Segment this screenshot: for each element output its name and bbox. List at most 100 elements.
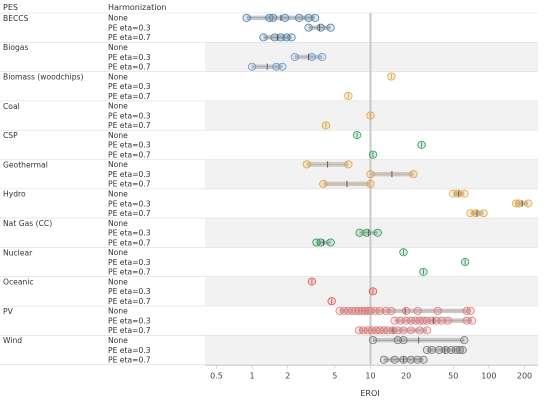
data-point-geothermal-0-1 bbox=[344, 160, 353, 169]
column-header-pes: PES bbox=[3, 3, 18, 12]
data-point-wind-2-3 bbox=[406, 355, 416, 364]
harmonization-label-oceanic-2: PE eta=0.7 bbox=[108, 297, 151, 306]
group-band-wind bbox=[205, 335, 538, 365]
data-point-pv-2-1 bbox=[359, 326, 368, 335]
data-point-beccs-0-5 bbox=[304, 13, 313, 22]
group-label-beccs: BECCS bbox=[3, 14, 29, 23]
data-point-wind-0-3 bbox=[460, 336, 469, 345]
harmonization-label-csp-1: PE eta=0.3 bbox=[108, 141, 151, 150]
harmonization-label-nuclear-0: None bbox=[108, 248, 128, 257]
x-tick-label-5: 20 bbox=[401, 372, 411, 381]
harmonization-label-geothermal-1: PE eta=0.3 bbox=[108, 170, 151, 179]
harmonization-label-coal-2: PE eta=0.7 bbox=[108, 121, 151, 130]
group-label-geothermal: Geothermal bbox=[3, 160, 48, 169]
x-axis: 0.5 1 2 5 10 20 50 100 200 bbox=[205, 365, 538, 381]
data-point-pv-1-0 bbox=[390, 316, 399, 325]
data-point-geothermal-2-0 bbox=[319, 179, 328, 188]
harmonization-label-wind-2: PE eta=0.7 bbox=[108, 356, 151, 365]
harmonization-label-beccs-0: None bbox=[108, 14, 128, 23]
data-point-wind-2-0 bbox=[379, 355, 389, 364]
harmonization-label-biogas-0: None bbox=[108, 43, 128, 52]
group-label-nuclear: Nuclear bbox=[3, 248, 33, 257]
x-tick-label-1: 1 bbox=[250, 372, 255, 381]
data-point-nat-gas-cc-1-0 bbox=[355, 228, 364, 237]
data-point-pv-0-13 bbox=[387, 306, 396, 315]
harmonization-label-nuclear-2: PE eta=0.7 bbox=[108, 268, 151, 277]
data-point-hydro-1-1 bbox=[514, 199, 524, 208]
harmonization-label-hydro-0: None bbox=[108, 189, 128, 198]
data-point-beccs-0-3 bbox=[280, 13, 290, 22]
data-point-pv-1-8 bbox=[427, 316, 437, 325]
harmonization-label-csp-0: None bbox=[108, 131, 128, 140]
harmonization-label-pv-2: PE eta=0.7 bbox=[108, 326, 151, 335]
data-point-pv-2-10 bbox=[399, 326, 408, 335]
data-point-beccs-2-4 bbox=[287, 33, 296, 42]
data-point-wind-2-1 bbox=[390, 355, 399, 364]
x-tick-label-3: 5 bbox=[332, 372, 337, 381]
data-point-geothermal-1-0 bbox=[366, 170, 375, 179]
data-point-pv-1-10 bbox=[437, 316, 446, 325]
data-point-pv-1-2 bbox=[401, 316, 411, 325]
harmonization-label-hydro-2: PE eta=0.7 bbox=[108, 209, 151, 218]
harmonization-label-geothermal-0: None bbox=[108, 160, 128, 169]
data-point-biogas-2-1 bbox=[272, 62, 281, 71]
group-band-coal bbox=[205, 100, 538, 131]
x-tick-label-2: 2 bbox=[285, 372, 290, 381]
column-header-harmonization: Harmonization bbox=[108, 3, 166, 12]
data-point-biogas-2-2 bbox=[278, 62, 287, 71]
harmonization-label-csp-2: PE eta=0.7 bbox=[108, 150, 151, 159]
x-tick-label-4: 10 bbox=[365, 372, 375, 381]
data-point-nat-gas-cc-2-2 bbox=[326, 238, 335, 247]
harmonization-label-biomass-woodchips-2: PE eta=0.7 bbox=[108, 92, 151, 101]
data-point-hydro-2-2 bbox=[479, 209, 488, 218]
harmonization-label-biomass-woodchips-0: None bbox=[108, 72, 128, 81]
data-point-pv-0-11 bbox=[375, 306, 385, 315]
data-point-wind-1-7 bbox=[458, 345, 467, 354]
data-point-biogas-1-1 bbox=[307, 52, 317, 61]
harmonization-label-biogas-1: PE eta=0.3 bbox=[108, 53, 151, 62]
harmonization-label-nat-gas-cc-0: None bbox=[108, 219, 128, 228]
data-point-biogas-1-0 bbox=[290, 52, 300, 61]
harmonization-label-wind-0: None bbox=[108, 336, 128, 345]
data-point-biogas-1-2 bbox=[317, 52, 327, 61]
data-point-beccs-0-0 bbox=[242, 13, 251, 22]
data-point-pv-0-0 bbox=[335, 306, 344, 315]
data-point-nat-gas-cc-1-1 bbox=[362, 228, 371, 237]
data-point-geothermal-1-1 bbox=[409, 170, 418, 179]
harmonization-label-coal-1: PE eta=0.3 bbox=[108, 111, 151, 120]
data-point-pv-0-4 bbox=[351, 306, 360, 315]
harmonization-label-pv-1: PE eta=0.3 bbox=[108, 316, 151, 325]
data-point-pv-1-7 bbox=[422, 316, 432, 325]
harmonization-label-oceanic-1: PE eta=0.3 bbox=[108, 287, 151, 296]
data-point-beccs-2-0 bbox=[259, 33, 268, 42]
x-axis-label: EROI bbox=[360, 389, 379, 398]
data-point-pv-1-11 bbox=[443, 316, 453, 325]
group-label-coal: Coal bbox=[3, 102, 20, 111]
data-point-biogas-2-0 bbox=[247, 62, 257, 71]
x-tick-label-0: 0.5 bbox=[210, 372, 223, 381]
data-point-nat-gas-cc-2-1 bbox=[316, 238, 325, 247]
data-point-pv-0-14 bbox=[401, 306, 411, 315]
data-point-beccs-1-1 bbox=[316, 23, 325, 32]
x-tick-label-7: 100 bbox=[481, 372, 496, 381]
data-point-wind-0-0 bbox=[368, 336, 378, 345]
group-label-pv: PV bbox=[3, 307, 14, 316]
x-tick-label-6: 50 bbox=[448, 372, 458, 381]
data-point-beccs-0-6 bbox=[310, 13, 320, 22]
data-point-beccs-1-2 bbox=[326, 23, 335, 32]
data-point-pv-0-18 bbox=[466, 306, 475, 315]
group-label-csp: CSP bbox=[3, 131, 18, 140]
group-label-oceanic: Oceanic bbox=[3, 278, 34, 287]
group-band-oceanic bbox=[205, 276, 538, 306]
harmonization-label-beccs-1: PE eta=0.3 bbox=[108, 23, 151, 32]
data-point-pv-1-3 bbox=[406, 316, 416, 325]
data-point-beccs-0-2 bbox=[268, 13, 278, 22]
data-point-beccs-1-0 bbox=[304, 23, 313, 32]
harmonization-label-hydro-1: PE eta=0.3 bbox=[108, 199, 151, 208]
data-point-nat-gas-cc-1-2 bbox=[373, 228, 382, 237]
data-point-hydro-0-0 bbox=[449, 189, 458, 198]
data-point-pv-0-5 bbox=[354, 306, 364, 315]
data-point-hydro-2-1 bbox=[471, 209, 481, 218]
data-point-beccs-0-4 bbox=[295, 13, 304, 22]
